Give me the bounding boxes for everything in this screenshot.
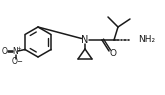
Text: +: + [17,46,21,51]
Text: O: O [2,47,7,56]
Text: O: O [110,49,116,57]
Text: −: − [16,59,22,65]
Text: O: O [12,57,17,66]
Text: N: N [13,47,18,56]
Text: NH₂: NH₂ [138,36,156,44]
Text: N: N [81,35,89,45]
